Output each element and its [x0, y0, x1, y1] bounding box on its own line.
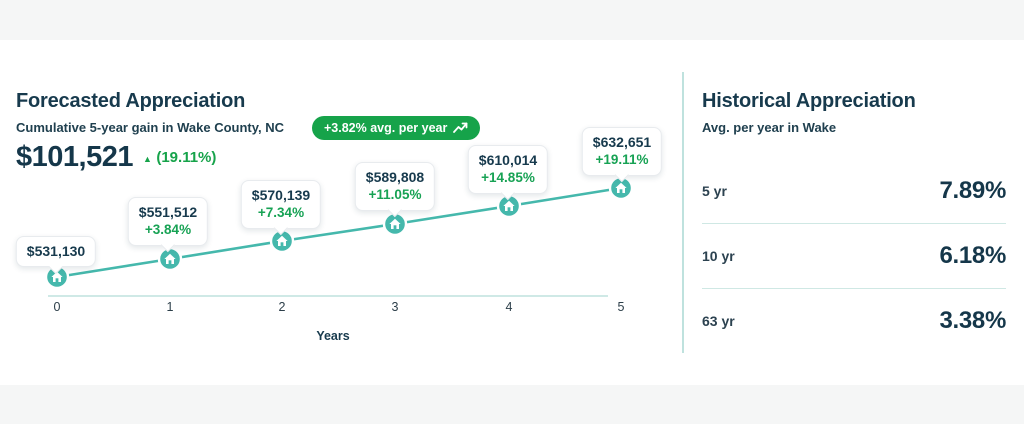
- x-tick-3: 3: [391, 300, 399, 314]
- point-label-4: $610,014 +14.85%: [467, 145, 549, 194]
- row-value: 6.18%: [939, 242, 1006, 269]
- point-percent: +7.34%: [257, 205, 305, 221]
- point-value: $570,139: [251, 187, 311, 203]
- point-label-3: $589,808 +11.05%: [354, 162, 436, 211]
- badge-label: +3.82% avg. per year: [324, 121, 448, 135]
- point-label-0: $531,130: [15, 236, 97, 268]
- point-value: $610,014: [478, 152, 538, 168]
- forecast-line-chart: [44, 175, 634, 297]
- point-label-5: $632,651 +19.11%: [581, 127, 663, 176]
- up-triangle-icon: ▲: [142, 153, 152, 164]
- point-label-1: $551,512 +3.84%: [127, 197, 209, 246]
- row-value: 3.38%: [939, 307, 1006, 334]
- house-icon: [389, 218, 401, 229]
- historical-row-5yr: 5 yr 7.89%: [702, 158, 1006, 223]
- historical-title: Historical Appreciation: [702, 90, 916, 112]
- avg-per-year-badge: +3.82% avg. per year: [312, 116, 481, 140]
- house-icon: [164, 253, 176, 264]
- row-value: 7.89%: [939, 176, 1006, 204]
- point-percent: +3.84%: [144, 222, 192, 238]
- historical-row-10yr: 10 yr 6.18%: [702, 223, 1006, 288]
- row-label: 63 yr: [702, 313, 735, 329]
- point-value: $551,512: [138, 204, 198, 220]
- row-label: 5 yr: [702, 182, 727, 199]
- house-icon: [615, 182, 627, 193]
- x-axis-label: Years: [316, 329, 350, 343]
- house-marker-2[interactable]: [269, 228, 295, 254]
- point-percent: +19.11%: [595, 152, 649, 168]
- point-percent: +14.85%: [481, 170, 535, 186]
- historical-row-63yr: 63 yr 3.38%: [702, 288, 1006, 353]
- house-icon: [503, 200, 515, 211]
- point-value: $531,130: [26, 243, 86, 259]
- point-percent: +11.05%: [368, 187, 422, 203]
- forecast-subtitle: Cumulative 5-year gain in Wake County, N…: [16, 120, 284, 135]
- row-label: 10 yr: [702, 248, 735, 264]
- x-tick-5: 5: [617, 300, 625, 314]
- x-tick-4: 4: [505, 300, 513, 314]
- x-tick-1: 1: [166, 300, 174, 314]
- gain-amount: $101,521: [16, 141, 133, 173]
- point-label-2: $570,139 +7.34%: [240, 180, 322, 229]
- house-marker-0[interactable]: [44, 264, 70, 290]
- historical-rows: 5 yr 7.89% 10 yr 6.18% 63 yr 3.38%: [702, 158, 1006, 353]
- cumulative-gain: $101,521 ▲ (19.11%): [16, 141, 216, 174]
- x-tick-0: 0: [53, 300, 61, 314]
- house-icon: [276, 235, 288, 246]
- house-marker-1[interactable]: [157, 246, 183, 272]
- point-value: $589,808: [365, 169, 425, 185]
- trend-up-icon: [453, 122, 468, 133]
- gain-percent: (19.11%): [156, 148, 217, 166]
- historical-subtitle: Avg. per year in Wake: [702, 120, 837, 135]
- forecast-title: Forecasted Appreciation: [16, 90, 246, 112]
- house-icon: [51, 271, 63, 282]
- forecast-series-line: [56, 186, 622, 279]
- point-value: $632,651: [592, 134, 652, 150]
- vertical-divider: [682, 72, 684, 353]
- x-tick-2: 2: [278, 300, 286, 314]
